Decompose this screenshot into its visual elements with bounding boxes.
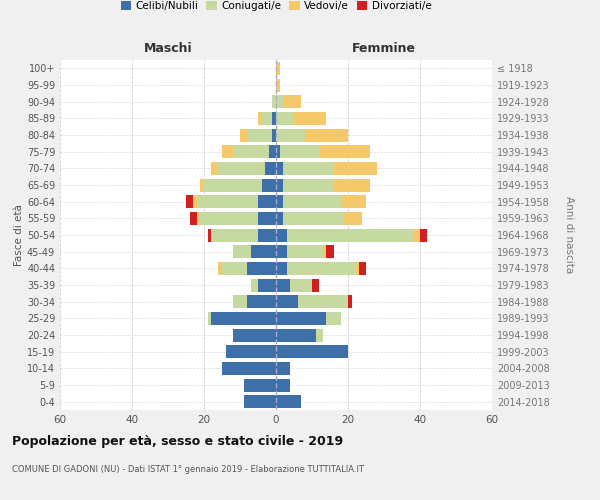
Bar [233,295,247,308]
Bar [276,162,283,175]
Bar [276,312,326,325]
Text: Maschi: Maschi [143,42,193,55]
Bar [211,162,218,175]
Bar [298,295,348,308]
Bar [334,178,370,192]
Bar [413,228,420,241]
Text: COMUNE DI GADONI (NU) - Dati ISTAT 1° gennaio 2019 - Elaborazione TUTTITALIA.IT: COMUNE DI GADONI (NU) - Dati ISTAT 1° ge… [12,465,364,474]
Bar [240,128,247,141]
Text: Popolazione per età, sesso e stato civile - 2019: Popolazione per età, sesso e stato civil… [12,435,343,448]
Bar [294,112,326,125]
Bar [258,212,276,225]
Bar [218,162,265,175]
Bar [258,228,276,241]
Bar [276,395,301,408]
Bar [197,195,258,208]
Bar [276,378,290,392]
Bar [233,145,269,158]
Bar [276,328,316,342]
Bar [283,95,301,108]
Bar [276,262,287,275]
Bar [334,162,377,175]
Bar [290,278,312,291]
Bar [276,178,283,192]
Bar [208,228,211,241]
Bar [272,112,276,125]
Bar [283,178,334,192]
Bar [233,245,251,258]
Bar [204,178,262,192]
Bar [262,178,276,192]
Bar [287,228,413,241]
Bar [222,362,276,375]
Bar [226,345,276,358]
Bar [193,195,197,208]
Bar [326,312,341,325]
Bar [186,195,193,208]
Bar [190,212,197,225]
Bar [200,178,204,192]
Bar [323,245,326,258]
Y-axis label: Anni di nascita: Anni di nascita [563,196,574,274]
Y-axis label: Fasce di età: Fasce di età [14,204,24,266]
Bar [348,295,352,308]
Bar [200,212,258,225]
Bar [251,245,276,258]
Bar [276,245,287,258]
Bar [247,128,272,141]
Bar [276,112,294,125]
Bar [244,378,276,392]
Bar [276,78,280,92]
Text: Femmine: Femmine [352,42,416,55]
Bar [283,195,341,208]
Bar [280,145,319,158]
Bar [265,162,276,175]
Bar [344,212,362,225]
Bar [341,195,366,208]
Bar [272,128,276,141]
Bar [276,145,280,158]
Bar [276,278,290,291]
Bar [276,362,290,375]
Bar [222,262,247,275]
Bar [258,195,276,208]
Bar [276,228,287,241]
Bar [305,128,348,141]
Bar [247,295,276,308]
Bar [420,228,427,241]
Legend: Celibi/Nubili, Coniugati/e, Vedovi/e, Divorziati/e: Celibi/Nubili, Coniugati/e, Vedovi/e, Di… [116,0,436,16]
Bar [287,245,323,258]
Bar [269,145,276,158]
Bar [326,245,334,258]
Bar [355,262,359,275]
Bar [276,212,283,225]
Bar [244,395,276,408]
Bar [276,295,298,308]
Bar [233,328,276,342]
Bar [359,262,366,275]
Bar [276,95,283,108]
Bar [247,262,276,275]
Bar [211,312,276,325]
Bar [251,278,258,291]
Bar [283,212,344,225]
Bar [276,62,280,75]
Bar [258,278,276,291]
Bar [197,212,200,225]
Bar [287,262,355,275]
Bar [276,345,348,358]
Bar [276,195,283,208]
Bar [283,162,334,175]
Bar [319,145,370,158]
Bar [276,128,305,141]
Bar [211,228,258,241]
Bar [316,328,323,342]
Bar [262,112,272,125]
Bar [218,262,222,275]
Bar [222,145,233,158]
Bar [312,278,319,291]
Bar [258,112,262,125]
Bar [272,95,276,108]
Bar [208,312,211,325]
